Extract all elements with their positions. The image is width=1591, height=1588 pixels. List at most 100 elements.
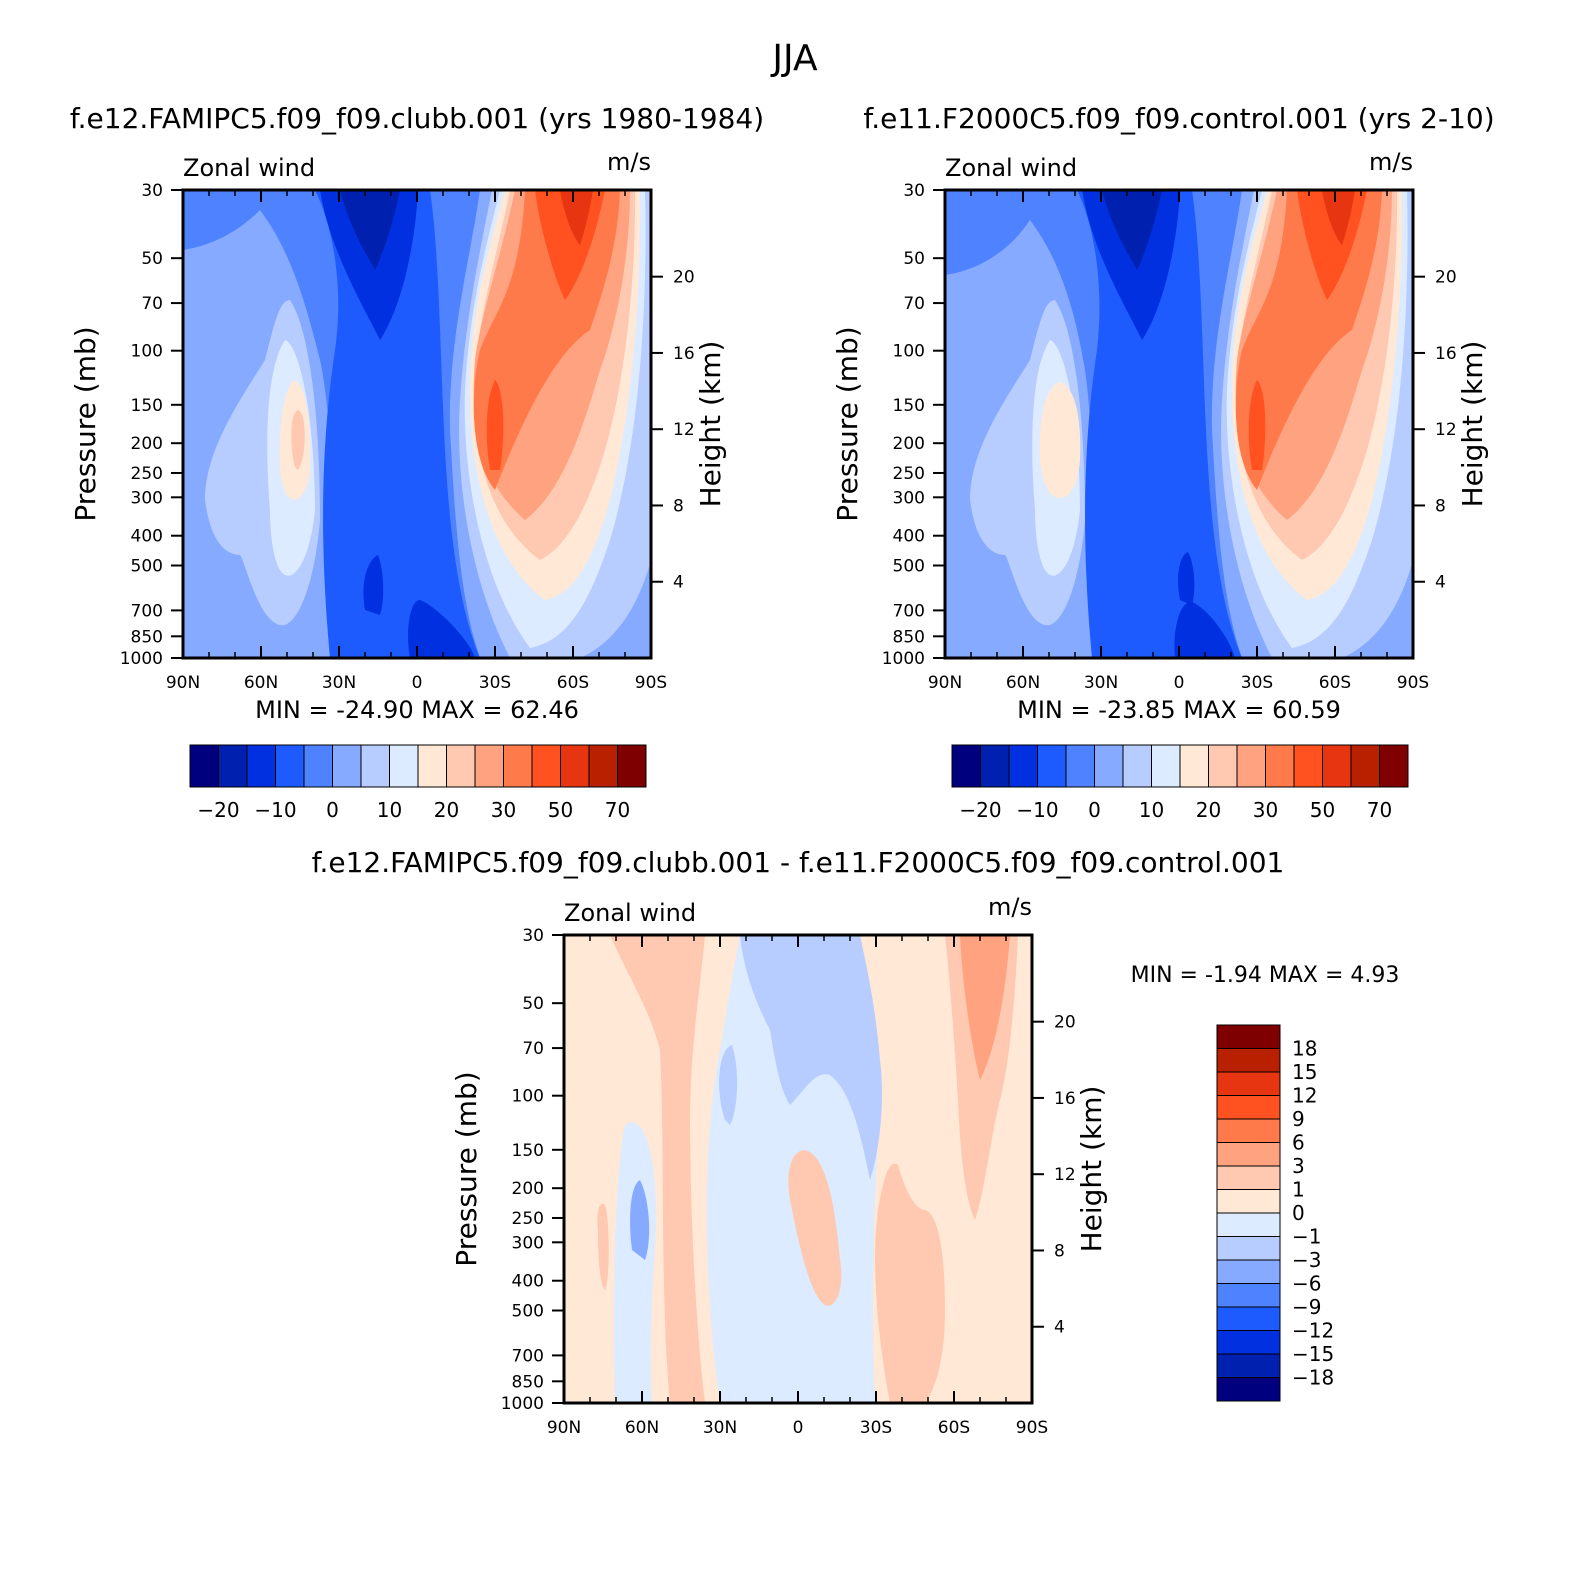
y-tick-label: 30	[903, 181, 925, 201]
y-tick-label: 500	[893, 556, 925, 576]
y-right-tick-label: 16	[1054, 1089, 1076, 1109]
x-tick-label: 60S	[1319, 673, 1351, 693]
easterly-jet-max	[340, 190, 400, 270]
y-right-tick-label: 8	[673, 496, 684, 516]
y-tick-label: 30	[141, 181, 163, 201]
colorbar-label: 0	[326, 798, 339, 822]
colorbar-box	[246, 744, 276, 788]
x-tick-label: 90S	[635, 673, 667, 693]
panel-title: f.e12.FAMIPC5.f09_f09.clubb.001 (yrs 198…	[70, 102, 764, 135]
colorbar-box	[1065, 744, 1095, 788]
contour-field	[183, 190, 651, 658]
x-tick-label: 30S	[860, 1418, 892, 1438]
y-tick-label: 250	[131, 464, 163, 484]
colorbar-label: −18	[1292, 1366, 1334, 1390]
colorbar-box	[360, 744, 390, 788]
colorbar-box	[1322, 744, 1352, 788]
colorbar-box	[1216, 1095, 1281, 1120]
colorbar-label: 50	[548, 798, 573, 822]
negative-region-2	[613, 1122, 656, 1403]
colorbar-label: −20	[959, 798, 1001, 822]
colorbar-box	[1293, 744, 1323, 788]
colorbar: −20 −10 0 10 20 30 50 70	[951, 744, 1409, 822]
x-tick-label: 0	[1174, 673, 1185, 693]
colorbar-box	[1216, 1024, 1281, 1049]
colorbar-box	[1216, 1212, 1281, 1237]
y-tick-label: 850	[512, 1372, 544, 1392]
easterly-lower-band	[1077, 190, 1242, 658]
variable-label: Zonal wind	[183, 154, 315, 182]
y-tick-label: 1000	[501, 1394, 544, 1414]
colorbar-label: 0	[1088, 798, 1101, 822]
x-tick-label: 0	[412, 673, 423, 693]
colorbar-box	[617, 744, 647, 788]
colorbar-box	[560, 744, 590, 788]
colorbar-label: −9	[1292, 1295, 1321, 1319]
x-tick-label: 30N	[703, 1418, 737, 1438]
colorbar-box	[389, 744, 419, 788]
subtropical-westerly-peak	[291, 410, 305, 470]
colorbar-label: 10	[1139, 798, 1164, 822]
y-tick-label: 70	[903, 294, 925, 314]
colorbar-label: −3	[1292, 1248, 1321, 1272]
variable-label: Zonal wind	[945, 154, 1077, 182]
x-axis: 90N 60N 30N 0 30S 60S 90S 30 50 70 100 150 200 250 300…	[882, 181, 1457, 693]
westerly-jet-peak	[560, 190, 593, 245]
y-tick-label: 700	[131, 601, 163, 621]
x-tick-label: 30S	[1241, 673, 1273, 693]
easterly-core	[320, 190, 418, 340]
easterly-surface-core	[1174, 601, 1235, 658]
y-right-tick-label: 20	[1435, 268, 1457, 288]
subtropical-westerly-mid	[1039, 382, 1081, 498]
colorbar-box	[1216, 1236, 1281, 1261]
y-right-tick-label: 4	[1435, 573, 1446, 593]
positive-equatorial	[788, 1150, 842, 1306]
y-tick-label: 200	[131, 434, 163, 454]
positive-band-polar-core	[960, 935, 1010, 1080]
y-tick-label: 50	[522, 994, 544, 1014]
stats-text: MIN = -23.85 MAX = 60.59	[1017, 696, 1341, 724]
contour-field	[564, 935, 1032, 1403]
y-tick-label: 700	[893, 601, 925, 621]
y-tick-label: 150	[893, 396, 925, 416]
colorbar-label: 18	[1292, 1037, 1317, 1061]
contour-field	[945, 190, 1413, 658]
westerly-jet-peak	[1322, 190, 1355, 245]
x-tick-label: 60N	[1006, 673, 1040, 693]
x-tick-label: 60S	[557, 673, 589, 693]
colorbar-label: −15	[1292, 1342, 1334, 1366]
colorbar-box	[503, 744, 533, 788]
colorbar-box	[1216, 1071, 1281, 1096]
easterly-lower-band	[315, 190, 480, 658]
x-tick-label: 0	[793, 1418, 804, 1438]
y-tick-label: 300	[512, 1233, 544, 1253]
colorbar-label: −20	[197, 798, 239, 822]
x-tick-label: 60N	[244, 673, 278, 693]
colorbar-label: 6	[1292, 1131, 1305, 1155]
y-tick-label: 100	[131, 342, 163, 362]
y-axis-label: Pressure (mb)	[69, 326, 102, 521]
y-tick-label: 100	[893, 342, 925, 362]
colorbar-label: 30	[491, 798, 516, 822]
colorbar-label: 0	[1292, 1201, 1305, 1225]
colorbar-label: 70	[605, 798, 630, 822]
y-tick-label: 70	[522, 1039, 544, 1059]
colorbar-box	[1179, 744, 1209, 788]
colorbar-box	[1216, 1306, 1281, 1331]
y-right-tick-label: 4	[673, 573, 684, 593]
y-right-tick-label: 20	[673, 268, 695, 288]
y-right-tick-label: 8	[1054, 1241, 1065, 1261]
y-tick-label: 30	[522, 926, 544, 946]
y-tick-label: 1000	[882, 649, 925, 669]
colorbar-box	[1216, 1377, 1281, 1402]
colorbar-label: −1	[1292, 1225, 1321, 1249]
colorbar-box	[1216, 1048, 1281, 1073]
y-axis-right-label: Height (km)	[1456, 341, 1489, 508]
y-tick-label: 150	[512, 1141, 544, 1161]
colorbar-box	[1216, 1165, 1281, 1190]
colorbar-box	[218, 744, 248, 788]
colorbar-label: 30	[1253, 798, 1278, 822]
colorbar-box	[1216, 1259, 1281, 1284]
